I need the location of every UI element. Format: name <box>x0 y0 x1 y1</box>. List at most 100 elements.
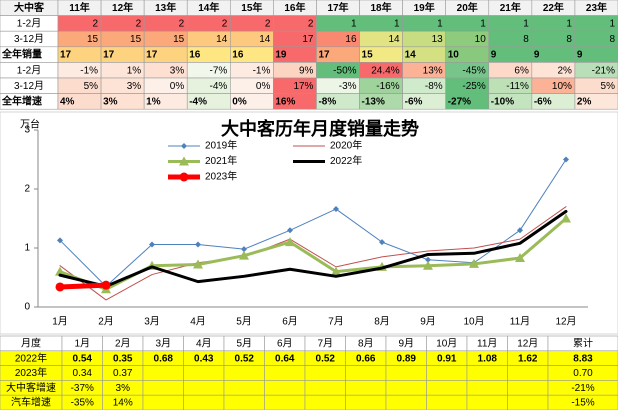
cell-value: 2 <box>308 19 314 30</box>
x-tick-label: 3月 <box>144 316 160 328</box>
header-text: 12月 <box>517 338 538 350</box>
header-text: 1月 <box>74 338 90 350</box>
header-text: 22年 <box>543 1 564 14</box>
cell <box>142 365 184 381</box>
cell-value: 10 <box>448 50 460 61</box>
header-text: 累计 <box>573 337 593 350</box>
header-text: 12年 <box>112 1 133 14</box>
row-label: 1-2月 <box>17 18 41 30</box>
header-text: 11月 <box>477 338 497 350</box>
cell-value: -35% <box>71 398 94 409</box>
cell-value: -10% <box>491 97 514 108</box>
cell-value: 16 <box>189 50 201 61</box>
row-label: 全年销量 <box>1 48 42 61</box>
cell-value: 2% <box>557 65 572 76</box>
cell-value: -4% <box>189 97 207 108</box>
cell-value: 3% <box>116 383 131 394</box>
point-marker <box>425 256 431 263</box>
header-text: 5月 <box>236 338 252 350</box>
header-text: 15年 <box>241 1 262 14</box>
cell-value: 17 <box>146 50 158 61</box>
y-tick-label: 3 <box>24 125 30 136</box>
cell-value: 2% <box>577 97 592 108</box>
cell-value: 13% <box>423 65 443 76</box>
x-tick-label: 4月 <box>190 316 206 328</box>
header-text: 10月 <box>436 338 457 350</box>
cell-value: 0.70 <box>573 368 593 379</box>
header-text: 14年 <box>198 1 219 14</box>
cell-value: 10 <box>475 34 487 45</box>
cell-value: 19 <box>275 50 287 61</box>
point-marker <box>469 258 479 268</box>
cell <box>223 394 265 410</box>
x-tick-label: 12月 <box>555 316 576 328</box>
row-label: 2022年 <box>15 351 47 364</box>
cell-value: 17 <box>302 34 314 45</box>
x-tick-label: 11月 <box>510 316 530 328</box>
y-tick-label: 1 <box>24 243 30 254</box>
series-line <box>57 282 109 290</box>
x-tick-label: 6月 <box>282 316 298 328</box>
cell <box>345 365 387 381</box>
point-marker <box>55 282 65 292</box>
header-text: 18年 <box>371 1 392 14</box>
cell-value: -6% <box>405 97 423 108</box>
cell <box>426 380 468 396</box>
cell-value: 0.52 <box>316 353 336 364</box>
cell-value: 1% <box>127 65 142 76</box>
cell-value: 0.34 <box>73 368 93 379</box>
cell-value: 16% <box>275 97 295 108</box>
point-marker <box>285 237 295 247</box>
point-marker <box>331 266 341 276</box>
point-marker <box>379 239 385 246</box>
cell-value: -27% <box>448 97 471 108</box>
header-text: 16年 <box>284 1 305 14</box>
cell-value: -21% <box>592 65 615 76</box>
cell-value: -37% <box>71 383 94 394</box>
cell-value: -11% <box>506 81 529 92</box>
cell-value: 15 <box>362 50 374 61</box>
x-tick-label: 2月 <box>98 316 114 328</box>
cell-value: -6% <box>534 97 552 108</box>
row-label: 2023年 <box>15 366 47 379</box>
series-line <box>58 209 568 288</box>
cell-value: 16 <box>232 50 244 61</box>
cell-value: 17 <box>103 50 115 61</box>
point-marker <box>517 227 523 234</box>
point-marker <box>423 260 433 270</box>
cell <box>304 365 346 381</box>
row-label: 1-2月 <box>17 64 41 76</box>
cell <box>264 380 306 396</box>
header-text: 17年 <box>327 1 348 14</box>
legend-marker <box>181 143 187 149</box>
cell-value: 13 <box>432 34 444 45</box>
cell-value: 15 <box>87 34 99 45</box>
point-marker <box>241 246 247 253</box>
y-axis-label: 万台 <box>20 118 40 131</box>
cell <box>507 365 549 381</box>
cell-value: 6% <box>514 65 529 76</box>
header-text: 20年 <box>457 1 478 14</box>
cell-value: 0.68 <box>154 353 174 364</box>
cell <box>507 394 549 410</box>
chart-area <box>0 111 618 335</box>
header-text: 2月 <box>115 338 131 350</box>
cell-value: 8 <box>523 34 529 45</box>
x-tick-label: 8月 <box>374 316 390 328</box>
legend-label: 2020年 <box>330 139 362 152</box>
series-line <box>59 206 567 301</box>
header-text: 13年 <box>155 1 176 14</box>
cell-value: -4% <box>210 81 228 92</box>
cell-value: -21% <box>571 383 594 394</box>
cell-value: 16 <box>345 34 357 45</box>
cell-value: 0.54 <box>73 353 93 364</box>
cell-value: 24.4% <box>371 65 399 76</box>
cell-value: 9 <box>534 50 540 61</box>
cell-value: 2 <box>93 19 99 30</box>
cell <box>142 394 184 410</box>
row-label: 大中客增速 <box>6 381 56 394</box>
cell-value: 0.66 <box>356 353 376 364</box>
cell <box>223 380 265 396</box>
cell-value: 1 <box>523 19 529 30</box>
